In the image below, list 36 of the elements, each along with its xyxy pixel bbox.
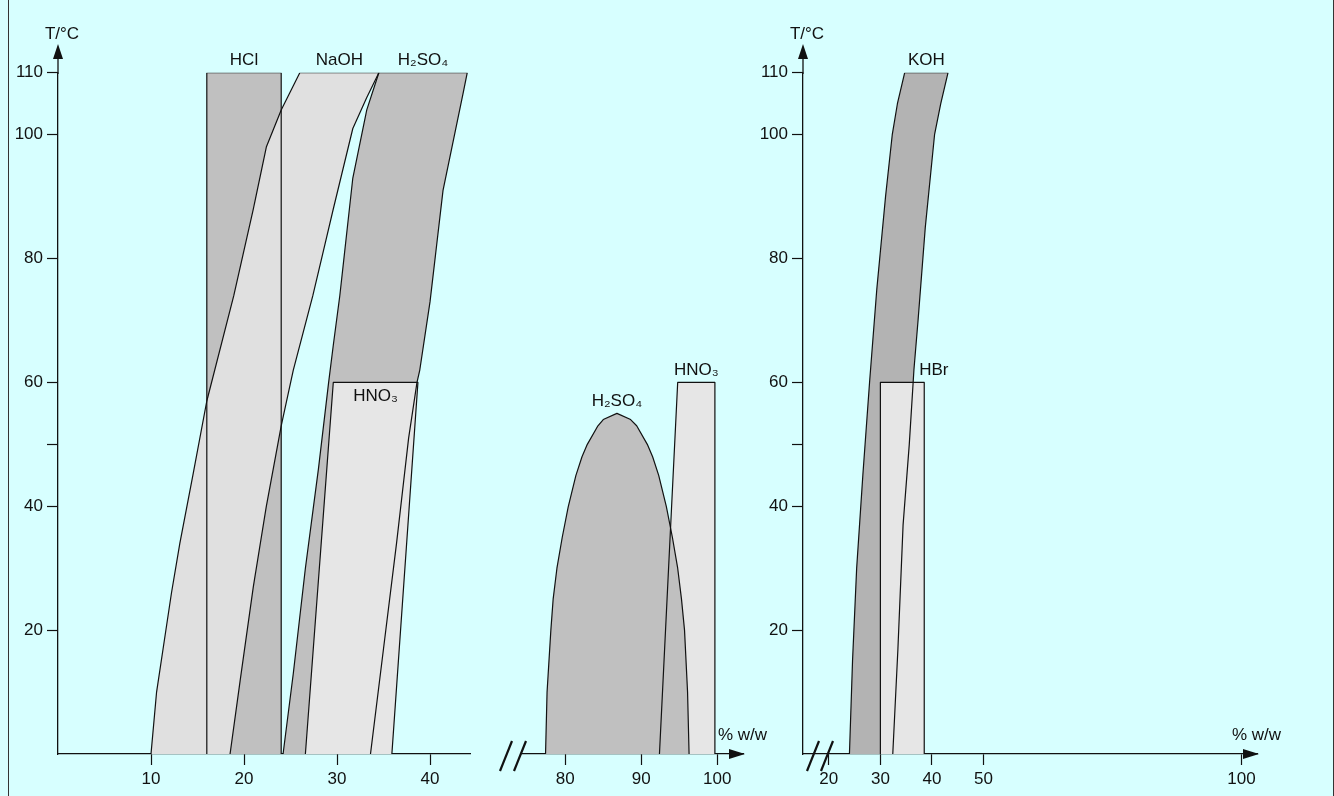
y-axis-title: T/°C — [789, 23, 825, 43]
y-tick-label: 110 — [760, 62, 788, 82]
series-label: HCl — [229, 49, 259, 69]
x-tick-label: 30 — [870, 768, 890, 788]
y-tick-label: 100 — [759, 124, 788, 144]
series-label: NaOH — [315, 49, 363, 69]
series-label: KOH — [907, 49, 945, 69]
y-tick-label: 80 — [24, 248, 43, 268]
y-tick-label: 100 — [14, 124, 43, 144]
series-label: H₂SO₄ — [591, 390, 643, 410]
x-tick-label: 100 — [702, 768, 732, 788]
x-axis-title: % w/w — [1232, 725, 1282, 744]
y-tick-label: 80 — [769, 248, 788, 268]
x-tick-label: 40 — [922, 768, 942, 788]
x-tick-label: 30 — [327, 768, 347, 788]
y-tick-label: 40 — [769, 495, 788, 515]
x-tick-label: 20 — [234, 768, 254, 788]
y-tick-label: 20 — [769, 619, 788, 639]
series-label: HNO₃ — [353, 385, 398, 405]
x-tick-label: 10 — [141, 768, 161, 788]
series-label: HBr — [919, 359, 949, 379]
y-tick-label: 60 — [24, 372, 43, 392]
x-tick-label: 20 — [819, 768, 839, 788]
x-tick-label: 40 — [420, 768, 440, 788]
y-tick-label: 20 — [24, 619, 43, 639]
x-tick-label: 80 — [555, 768, 575, 788]
y-axis-title: T/°C — [44, 23, 80, 43]
y-tick-label: 40 — [24, 495, 43, 515]
x-tick-label: 100 — [1227, 768, 1256, 788]
series-label: HNO₃ — [673, 359, 719, 379]
x-tick-label: 90 — [631, 768, 651, 788]
x-axis-title: % w/w — [718, 725, 768, 744]
x-tick-label: 50 — [974, 768, 994, 788]
series-label: H₂SO₄ — [397, 49, 449, 69]
y-tick-label: 110 — [15, 62, 43, 82]
y-tick-label: 60 — [769, 372, 788, 392]
